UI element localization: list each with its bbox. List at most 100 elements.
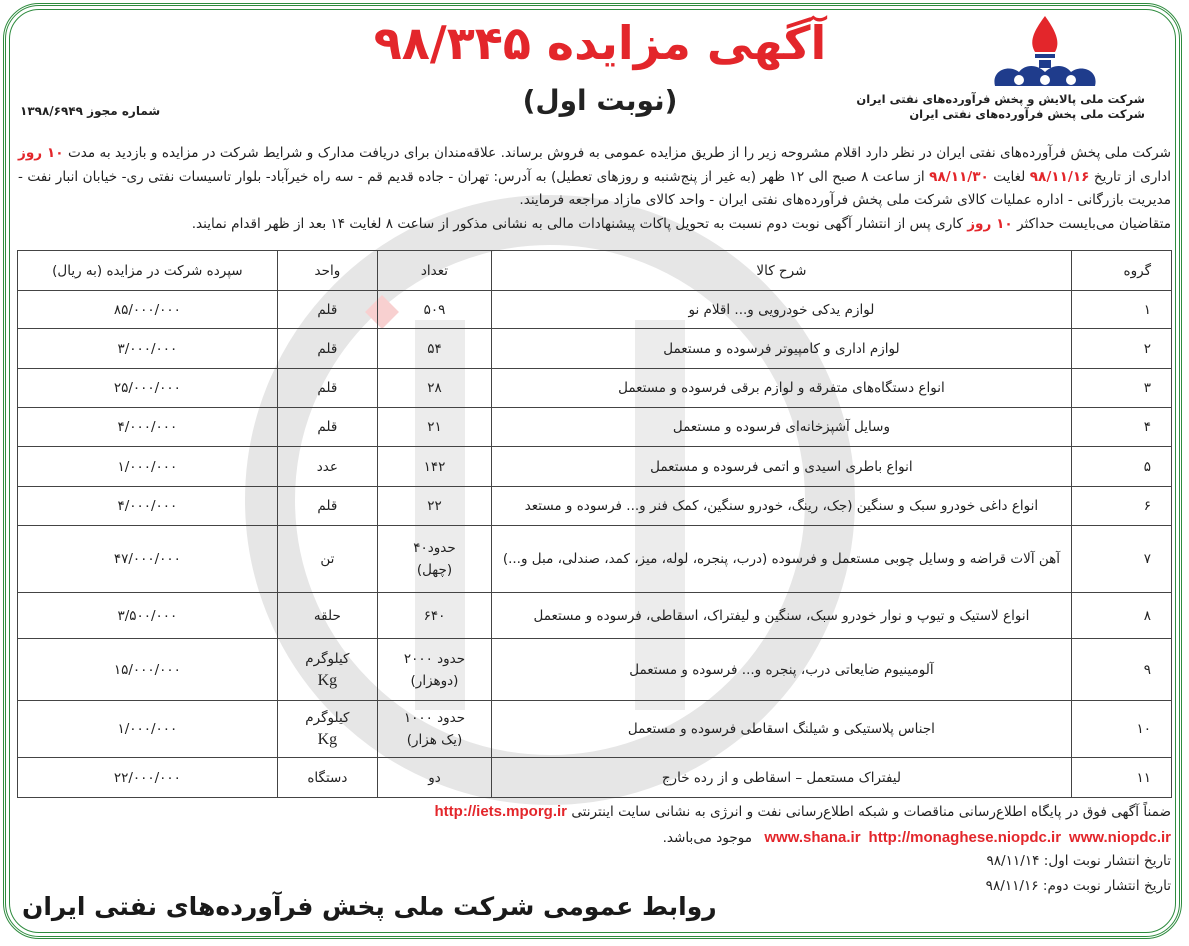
intro-days: ۱۰ روز (18, 145, 64, 161)
unit-value: قلم (317, 340, 338, 357)
cell-unit: قلم (276, 290, 378, 329)
unit-value: عدد (316, 458, 338, 475)
cell-count: ۱۴۲ (376, 446, 493, 487)
cell-deposit: ۳/۰۰۰/۰۰۰ (17, 328, 278, 369)
description-value: آلومینیوم ضایعاتی درب، پنجره و... فرسوده… (629, 661, 934, 678)
deposit-value: ۴/۰۰۰/۰۰۰ (117, 498, 178, 514)
unit-value: قلم (317, 419, 338, 435)
cell-count: ۶۴۰ (376, 592, 493, 639)
table-row: ۶ انواع داغی خودرو سبک و سنگین (جک، رینگ،… (17, 486, 1173, 526)
company-logo: شرکت ملی پالایش و پخش فرآورده‌های نفتی ا… (856, 14, 1145, 122)
header-unit: واحد (276, 250, 378, 291)
unit-value: قلم (317, 380, 338, 396)
ad-border (3, 3, 1182, 939)
unit-value: قلم (317, 301, 338, 318)
description-value: انواع لاستیک و تیوپ و نوار خودرو سبک، سن… (533, 607, 1030, 624)
cell-deposit: ۴۷/۰۰۰/۰۰۰ (17, 525, 278, 593)
cell-description: انواع لاستیک و تیوپ و نوار خودرو سبک، سن… (491, 592, 1072, 639)
unit-value: حلقه (313, 607, 341, 624)
intro-text: متقاضیان می‌بایست حداکثر (1012, 215, 1171, 232)
description-value: انواع داغی خودرو سبک و سنگین (جک، رینگ، … (524, 498, 1039, 514)
deposit-value: ۱/۰۰۰/۰۰۰ (117, 458, 178, 475)
cell-description: آلومینیوم ضایعاتی درب، پنجره و... فرسوده… (491, 638, 1072, 701)
cell-count: حدود۴۰ (چهل) (376, 525, 493, 593)
deposit-value: ۲۵/۰۰۰/۰۰۰ (113, 380, 181, 396)
unit-value: کیلوگرم (305, 650, 350, 667)
cell-description: اجناس پلاستیکی و شیلنگ اسقاطی فرسوده و م… (491, 700, 1072, 758)
start-date: ۹۸/۱۱/۱۶ (1029, 168, 1090, 185)
cell-group: ۷ (1070, 525, 1173, 593)
link-iets[interactable]: http://iets.mporg.ir (434, 803, 568, 820)
table-row: ۱۰ اجناس پلاستیکی و شیلنگ اسقاطی فرسوده و… (17, 700, 1173, 758)
group-value: ۳ (1143, 380, 1151, 396)
count-value: ۱۴۲ (423, 458, 446, 475)
footer-text: ضمناً آگهی فوق در پایگاه اطلاع‌رسانی منا… (571, 804, 1171, 820)
ad-border-inner (9, 9, 1176, 933)
cell-deposit: ۲۵/۰۰۰/۰۰۰ (17, 368, 278, 408)
description-value: انواع دستگاه‌های متفرقه و لوازم برقی فرس… (618, 380, 945, 396)
link-monaghese[interactable]: http://monaghese.niopdc.ir (868, 829, 1062, 846)
count-value: ۲۱ (427, 419, 442, 435)
deposit-value: ۴/۰۰۰/۰۰۰ (117, 419, 178, 435)
license-number: شماره مجوز ۱۳۹۸/۶۹۴۹ (20, 104, 161, 118)
company-name-2: شرکت ملی پخش فرآورده‌های نفتی ایران (909, 107, 1145, 121)
cell-unit: عدد (276, 446, 378, 487)
table-row: ۴ وسایل آشپزخانه‌ای فرسوده و مستعمل ۲۱ قلم ۴… (17, 407, 1173, 447)
count-value: دو (428, 769, 441, 786)
cell-deposit: ۱/۰۰۰/۰۰۰ (17, 700, 278, 758)
cell-count: ۲۱ (376, 407, 493, 447)
group-value: ۲ (1143, 340, 1151, 357)
count-value: حدود ۲۰۰۰ (403, 650, 466, 667)
cell-deposit: ۱۵/۰۰۰/۰۰۰ (17, 638, 278, 701)
publish-date-2: تاریخ انتشار نوبت دوم: ۹۸/۱۱/۱۶ (985, 878, 1171, 894)
cell-unit: کیلوگرم Kg (276, 638, 378, 701)
table-header-row: گروه شرح کالا تعداد واحد سپرده شرکت در م… (17, 250, 1173, 291)
group-value: ۱ (1143, 301, 1151, 318)
link-shana[interactable]: www.shana.ir (764, 829, 861, 846)
count-value: ۵۴ (427, 340, 442, 357)
cell-deposit: ۸۵/۰۰۰/۰۰۰ (17, 290, 278, 329)
cell-group: ۴ (1070, 407, 1173, 447)
description-value: لوازم یدکی خودرویی و... اقلام نو (688, 301, 875, 318)
description-value: لوازم اداری و کامپیوتر فرسوده و مستعمل (663, 340, 900, 357)
link-niopdc[interactable]: www.niopdc.ir (1069, 829, 1171, 846)
cell-unit: تن (276, 525, 378, 593)
group-value: ۹ (1143, 661, 1151, 678)
count2-value: (چهل) (416, 562, 453, 578)
intro-text: اداری از تاریخ (1089, 168, 1171, 185)
deposit-value: ۲۲/۰۰۰/۰۰۰ (113, 769, 181, 786)
cell-group: ۶ (1070, 486, 1173, 526)
cell-group: ۵ (1070, 446, 1173, 487)
cell-description: لوازم یدکی خودرویی و... اقلام نو (491, 290, 1072, 329)
cell-deposit: ۴/۰۰۰/۰۰۰ (17, 407, 278, 447)
description-value: آهن آلات قراضه و وسایل چوبی مستعمل و فرس… (502, 551, 1061, 567)
publish-date-1: تاریخ انتشار نوبت اول: ۹۸/۱۱/۱۴ (986, 853, 1171, 869)
unit-value: کیلوگرم (305, 710, 350, 726)
cell-count: ۵۴ (376, 328, 493, 369)
table-row: ۱ لوازم یدکی خودرویی و... اقلام نو ۵۰۹ قلم ۸… (17, 290, 1173, 329)
intro-text: لغایت (988, 168, 1030, 185)
table-row: ۱۱ لیفتراک مستعمل – اسقاطی و از رده خارج د… (17, 757, 1173, 798)
cell-deposit: ۱/۰۰۰/۰۰۰ (17, 446, 278, 487)
count-value: ۲۸ (427, 380, 442, 396)
intro-text: کاری پس از انتشار آگهی نوبت دوم نسبت به … (191, 215, 968, 232)
ad-title: آگهی مزایده ۹۸/۳۴۵ (373, 16, 827, 70)
intro-paragraph: شرکت ملی پخش فرآورده‌های نفتی ایران در ن… (18, 142, 1171, 236)
deposit-value: ۳/۰۰۰/۰۰۰ (117, 340, 178, 357)
signature: روابط عمومی شرکت ملی پخش فرآورده‌های نفت… (22, 892, 717, 921)
group-value: ۱۰ (1136, 721, 1151, 737)
cell-count: ۵۰۹ (376, 290, 493, 329)
cell-count: ۲۸ (376, 368, 493, 408)
cell-group: ۹ (1070, 638, 1173, 701)
niopdc-flame-logo-icon (994, 16, 1096, 86)
group-value: ۸ (1143, 607, 1151, 624)
cell-deposit: ۳/۵۰۰/۰۰۰ (17, 592, 278, 639)
auction-items-table: گروه شرح کالا تعداد واحد سپرده شرکت در م… (17, 250, 1173, 798)
cell-unit: قلم (276, 486, 378, 526)
end-date: ۹۸/۱۱/۳۰ (929, 168, 989, 185)
header-deposit: سپرده شرکت در مزایده (به ریال) (17, 250, 278, 291)
cell-deposit: ۴/۰۰۰/۰۰۰ (17, 486, 278, 526)
cell-count: ۲۲ (376, 486, 493, 526)
count2-value: (یک هزار) (406, 732, 463, 748)
deposit-value: ۴۷/۰۰۰/۰۰۰ (113, 551, 181, 567)
